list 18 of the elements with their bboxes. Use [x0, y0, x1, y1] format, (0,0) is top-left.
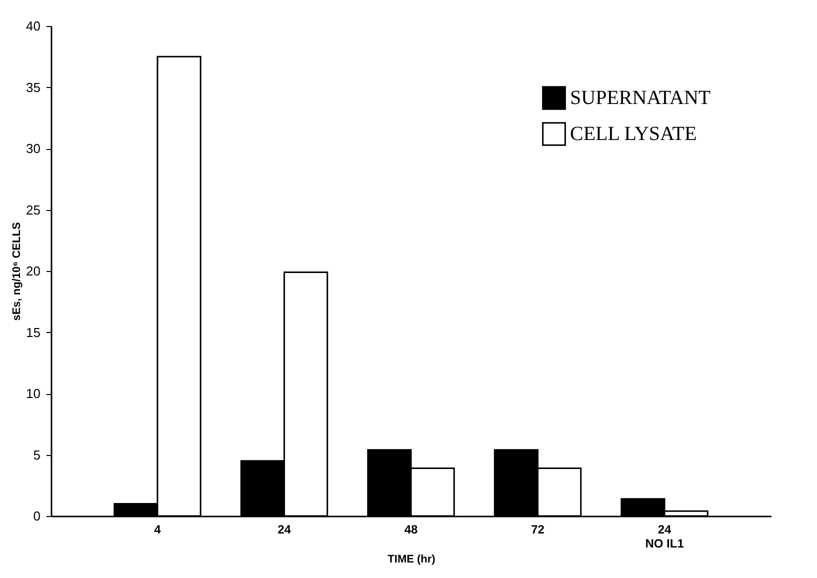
y-tick-label: 20 [26, 264, 40, 278]
y-tick-label: 5 [33, 447, 40, 462]
x-tick-label: 48 [404, 522, 418, 536]
x-tick-label: 72 [531, 522, 545, 536]
y-tick-label: 30 [26, 141, 40, 156]
x-tick-label: 24 NO IL1 [645, 522, 684, 550]
y-tick-label: 40 [26, 18, 40, 34]
x-tick-label: 24 [278, 522, 292, 536]
legend-label: SUPERNATANT [570, 87, 711, 109]
y-tick-label: 10 [26, 386, 40, 401]
y-tick-label: 25 [26, 202, 40, 218]
x-tick-label: 4 [154, 522, 162, 536]
y-axis-title: sEs, ng/10⁶ CELLS [11, 222, 24, 321]
y-tick-label: 35 [26, 80, 40, 95]
y-tick-label: 0 [33, 508, 40, 524]
y-tick-label: 15 [26, 324, 40, 340]
legend-label: CELL LYSATE [570, 123, 697, 145]
x-axis-title: TIME (hr) [388, 554, 436, 566]
